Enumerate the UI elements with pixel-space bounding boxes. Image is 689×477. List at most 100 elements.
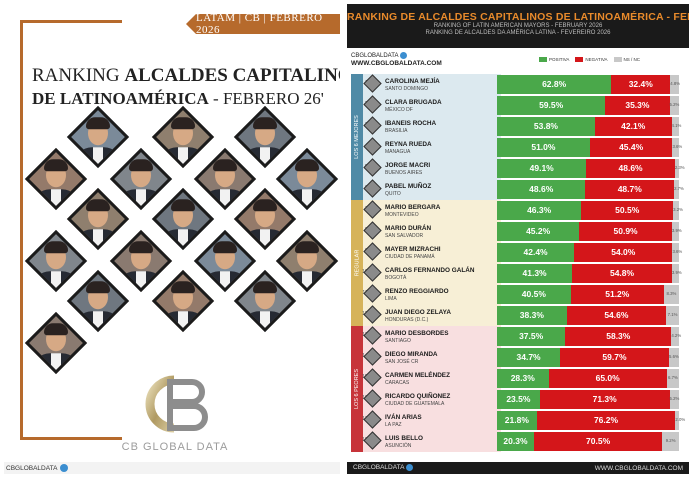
bar-positive: 28.3% [497,369,549,388]
bar-negative: 54.6% [566,306,667,325]
legend-negative: NEGATIVA [575,57,608,63]
label-positive: 51.0% [531,142,556,152]
bar-nsnc: 2.0% [675,411,685,430]
bar-positive: 59.5% [497,96,606,115]
label-positive: 42.4% [523,247,548,257]
portrait-tile [233,105,297,169]
bar-positive: 51.0% [497,138,590,157]
portrait-tile [151,269,215,333]
label-positive: 45.2% [526,226,551,236]
mayor-city: HONDURAS (D.C.) [385,316,429,323]
mayor-city: ASUNCIÓN [385,442,412,449]
bar-positive: 45.2% [497,222,580,241]
mayor-name: CLARA BRUGADA [385,99,442,106]
ranking-row: 10.CARLOS FERNANDO GALÁNBOGOTÁ41.3%54.8%… [347,263,683,284]
bar-positive: 46.3% [497,201,582,220]
label-nsnc: 3.9% [671,270,682,275]
portrait-tile [24,147,88,211]
label-nsnc: 3.6% [672,249,683,254]
portrait-tile [151,105,215,169]
mayor-name: DIEGO MIRANDA [385,351,438,358]
bar-nsnc: 4.2% [671,327,681,346]
label-positive: 20.3% [503,436,528,446]
bar-negative: 45.4% [589,138,673,157]
label-negative: 51.2% [605,289,630,299]
label-negative: 59.7% [602,352,627,362]
cover-title-bold-2: DE LATINOAMÉRICA [32,89,209,108]
label-nsnc: 5.6% [668,354,679,359]
bar-nsnc: 3.9% [671,222,682,241]
mayor-avatar [363,116,382,135]
label-nsnc: 9.2% [665,438,676,443]
stacked-bar: 20.3% 70.5% 9.2% [497,432,679,451]
bar-negative: 50.5% [581,201,674,220]
verified-icon [60,464,69,472]
label-nsnc: 5.2% [669,102,680,107]
stacked-bar: 42.4% 54.0% 3.6% [497,243,683,262]
legend-nsnc: NS / NC [613,57,640,63]
label-nsnc: 7.1% [667,312,678,317]
bar-negative: 54.0% [574,243,673,262]
ranking-title: RANKING DE ALCALDES CAPITALINOS DE LATIN… [347,11,689,23]
portrait-tile [233,269,297,333]
mayor-avatar [363,179,382,198]
label-nsnc: 6.7% [667,375,678,380]
label-positive: 62.8% [542,79,567,89]
mayor-avatar [363,431,382,450]
mayor-city: BUENOS AIRES [385,169,423,176]
bar-nsnc: 4.1% [671,117,681,136]
label-positive: 49.1% [529,163,554,173]
ranking-subtitle-en: RANKING OF LATIN AMERICAN MAYORS - FEBRU… [433,23,603,29]
mayor-name: MARIO DESBORDES [385,330,449,337]
label-negative: 42.1% [621,121,646,131]
mayor-name: JORGE MACRI [385,162,431,169]
bar-negative: 71.3% [539,390,670,409]
mayor-name: IBANEIS ROCHA [385,120,437,127]
bar-positive: 40.5% [497,285,571,304]
ranking-footer: CBGLOBALDATA WWW.CBGLOBALDATA.COM [347,462,689,474]
bar-negative: 58.3% [565,327,672,346]
mayor-avatar [363,221,382,240]
mayor-name: PABEL MUÑOZ [385,183,432,190]
label-positive: 21.8% [504,415,529,425]
mayor-city: LA PAZ [385,421,402,428]
mayor-avatar [363,137,382,156]
bar-nsnc: 8.3% [663,285,679,304]
stacked-bar: 41.3% 54.8% 3.9% [497,264,682,283]
bar-negative: 65.0% [548,369,667,388]
portrait-tile [66,269,130,333]
mayor-avatar [363,305,382,324]
bar-negative: 59.7% [560,348,669,367]
verified-icon [400,52,408,59]
mayor-name: IVÁN ARIAS [385,414,422,421]
label-positive: 23.5% [506,394,531,404]
footer-left: CBGLOBALDATA [353,464,414,472]
label-nsnc: 2.7% [674,186,684,191]
stacked-bar: 34.7% 59.7% 5.6% [497,348,679,367]
stacked-bar: 51.0% 45.4% 3.6% [497,138,682,157]
mayor-city: MONTEVIDEO [385,211,419,218]
label-positive: 41.3% [522,268,547,278]
cover-frame [20,20,122,440]
bar-positive: 49.1% [497,159,587,178]
label-positive: 38.3% [519,310,544,320]
label-negative: 35.3% [625,100,650,110]
portrait-tile [109,229,173,293]
label-negative: 48.6% [618,163,643,173]
group-band-stripe [351,200,363,326]
cover-footer-text: CBGLOBALDATA [6,464,58,472]
portrait-tile [275,147,339,211]
bar-positive: 42.4% [497,243,575,262]
ranking-panel: RANKING DE ALCALDES CAPITALINOS DE LATIN… [347,4,689,474]
label-nsnc: 2.3% [674,165,685,170]
